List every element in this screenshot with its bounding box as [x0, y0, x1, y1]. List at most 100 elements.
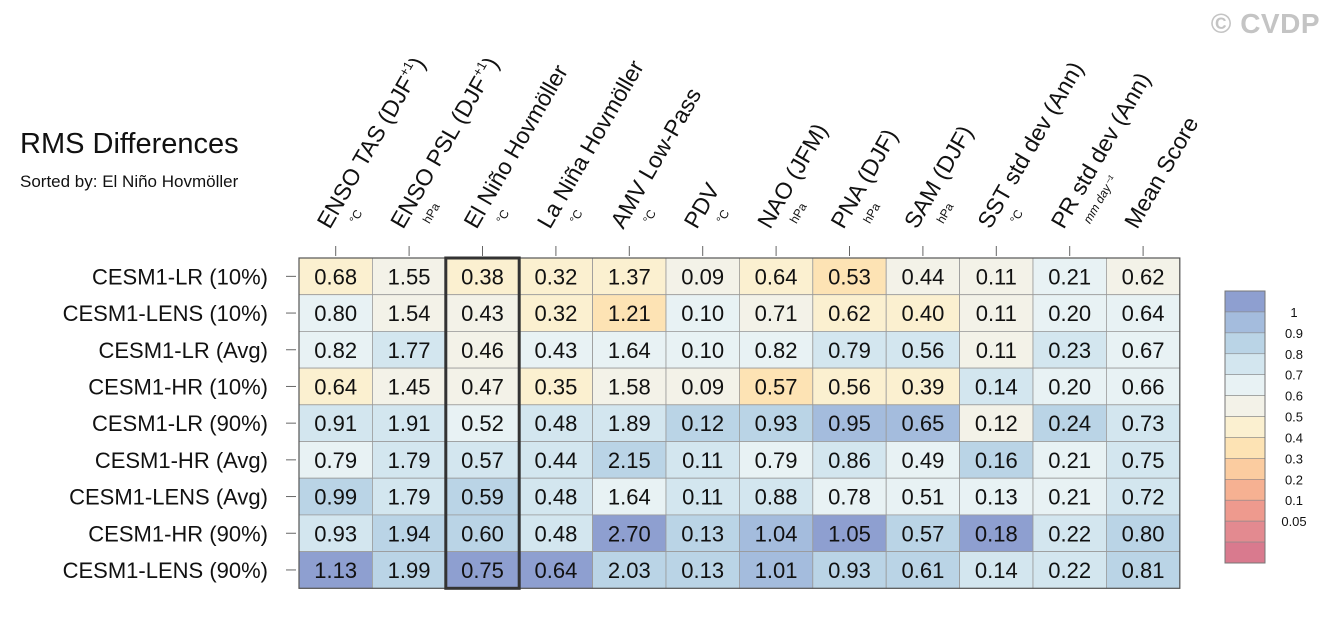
cell-value: 0.79 — [755, 448, 798, 473]
heatmap-cell — [445, 514, 520, 553]
heatmap-cell — [518, 477, 594, 516]
heatmap-cell — [298, 367, 373, 406]
cell-value: 0.11 — [976, 264, 1017, 289]
cell-value: 1.64 — [608, 485, 651, 510]
colorbar-swatch — [1224, 499, 1266, 522]
cell-value: 0.48 — [534, 521, 577, 546]
column-label-group: Mean Score — [1119, 112, 1204, 232]
cell-value: 0.21 — [1048, 448, 1091, 473]
cell-value: 1.21 — [608, 301, 651, 326]
cell-value: 0.64 — [1122, 301, 1165, 326]
colorbar-swatch — [1224, 437, 1266, 459]
heatmap-cell — [812, 404, 887, 442]
cell-value: 0.16 — [975, 448, 1018, 473]
cell-value: 0.43 — [461, 301, 504, 326]
heatmap-cell — [812, 257, 887, 296]
row-label: CESM1-HR (Avg) — [95, 448, 268, 473]
cell-value: 1.79 — [388, 485, 431, 510]
cell-value: 0.79 — [828, 338, 871, 363]
cell-value: 0.13 — [681, 521, 724, 546]
heatmap-cell — [371, 441, 447, 479]
heatmap-frame — [298, 257, 1181, 589]
colorbar-swatch — [1224, 479, 1266, 501]
column-unit: °C — [493, 207, 512, 226]
heatmap-cell — [518, 294, 594, 332]
cell-value: 0.18 — [975, 521, 1018, 546]
cell-value: 0.32 — [534, 301, 577, 326]
heatmap-cell — [885, 257, 961, 296]
colorbar-label: 0.6 — [1285, 389, 1303, 404]
heatmap-cell — [1032, 514, 1107, 553]
cell-value: 0.59 — [461, 485, 504, 510]
cell-value: 0.57 — [901, 521, 944, 546]
heatmap-cell — [592, 367, 667, 406]
chart-title: RMS Differences — [20, 128, 239, 160]
heatmap-cell — [371, 404, 447, 442]
cell-value: 1.55 — [388, 264, 431, 289]
colorbar-swatch — [1224, 290, 1266, 313]
heatmap-cell — [885, 551, 961, 589]
colorbar-label: 0.9 — [1285, 326, 1303, 341]
colorbar-swatch — [1224, 416, 1266, 438]
cell-value: 1.58 — [608, 374, 651, 399]
cell-value: 0.53 — [828, 264, 871, 289]
cell-value: 0.64 — [534, 558, 577, 583]
cell-value: 0.78 — [828, 485, 871, 510]
cell-value: 0.32 — [534, 264, 577, 289]
heatmap-cell — [959, 367, 1034, 406]
heatmap-cell-values: 0.68 1.55 0.38 0.32 1.37 0.09 0.64 0.53 0.44 0.11… — [314, 264, 1164, 583]
cell-value: 0.10 — [681, 338, 724, 363]
cell-value: 0.82 — [755, 338, 798, 363]
cell-value: 0.57 — [755, 374, 798, 399]
cell-value: 0.40 — [901, 301, 944, 326]
cell-value: 0.82 — [314, 338, 357, 363]
chart-subtitle: Sorted by: El Niño Hovmöller — [20, 172, 239, 191]
cell-value: 0.09 — [681, 264, 724, 289]
cell-value: 0.60 — [461, 521, 504, 546]
row-label: CESM1-LENS (90%) — [63, 558, 268, 583]
cell-value: 0.93 — [828, 558, 871, 583]
heatmap-cell — [518, 551, 594, 589]
heatmap-cell — [1106, 367, 1181, 406]
cell-value: 0.22 — [1048, 521, 1091, 546]
cell-value: 0.64 — [314, 374, 357, 399]
cell-value: 0.93 — [314, 521, 357, 546]
cell-value: 1.64 — [608, 338, 651, 363]
cell-value: 1.91 — [388, 411, 431, 436]
cell-value: 0.99 — [314, 485, 357, 510]
cell-value: 1.05 — [828, 521, 871, 546]
colorbar-label: 0.1 — [1285, 493, 1303, 508]
row-label: CESM1-HR (10%) — [88, 374, 268, 399]
cell-value: 0.51 — [901, 485, 944, 510]
cell-value: 0.39 — [901, 374, 944, 399]
heatmap-cell — [592, 514, 667, 553]
heatmap-cell — [298, 404, 373, 442]
heatmap-cell — [665, 404, 740, 442]
column-label-superscript: +1 — [396, 59, 416, 79]
colorbar-swatch — [1224, 353, 1266, 375]
heatmap-cell — [739, 367, 814, 406]
colorbar-label: 1 — [1290, 305, 1297, 320]
cell-value: 0.11 — [682, 485, 723, 510]
cell-value: 0.14 — [975, 558, 1018, 583]
cell-value: 1.99 — [388, 558, 431, 583]
cell-value: 0.88 — [755, 485, 798, 510]
heatmap-cell — [371, 477, 447, 516]
heatmap-cell — [959, 404, 1034, 442]
heatmap-cell — [665, 441, 740, 479]
cell-value: 0.79 — [314, 448, 357, 473]
cell-value: 0.49 — [901, 448, 944, 473]
heatmap-cell — [812, 441, 887, 479]
cell-value: 0.91 — [314, 411, 357, 436]
column-unit: °C — [567, 207, 586, 226]
cell-value: 0.71 — [755, 301, 798, 326]
heatmap-cell — [885, 514, 961, 553]
heatmap-cell — [959, 441, 1034, 479]
row-labels: CESM1-LR (10%) CESM1-LENS (10%) CESM1-LR (… — [63, 264, 296, 583]
heatmap-cell — [959, 257, 1034, 296]
heatmap-cell — [812, 477, 887, 516]
row-label: CESM1-LR (90%) — [92, 411, 268, 436]
cell-value: 1.01 — [755, 558, 798, 583]
cell-value: 0.67 — [1122, 338, 1165, 363]
